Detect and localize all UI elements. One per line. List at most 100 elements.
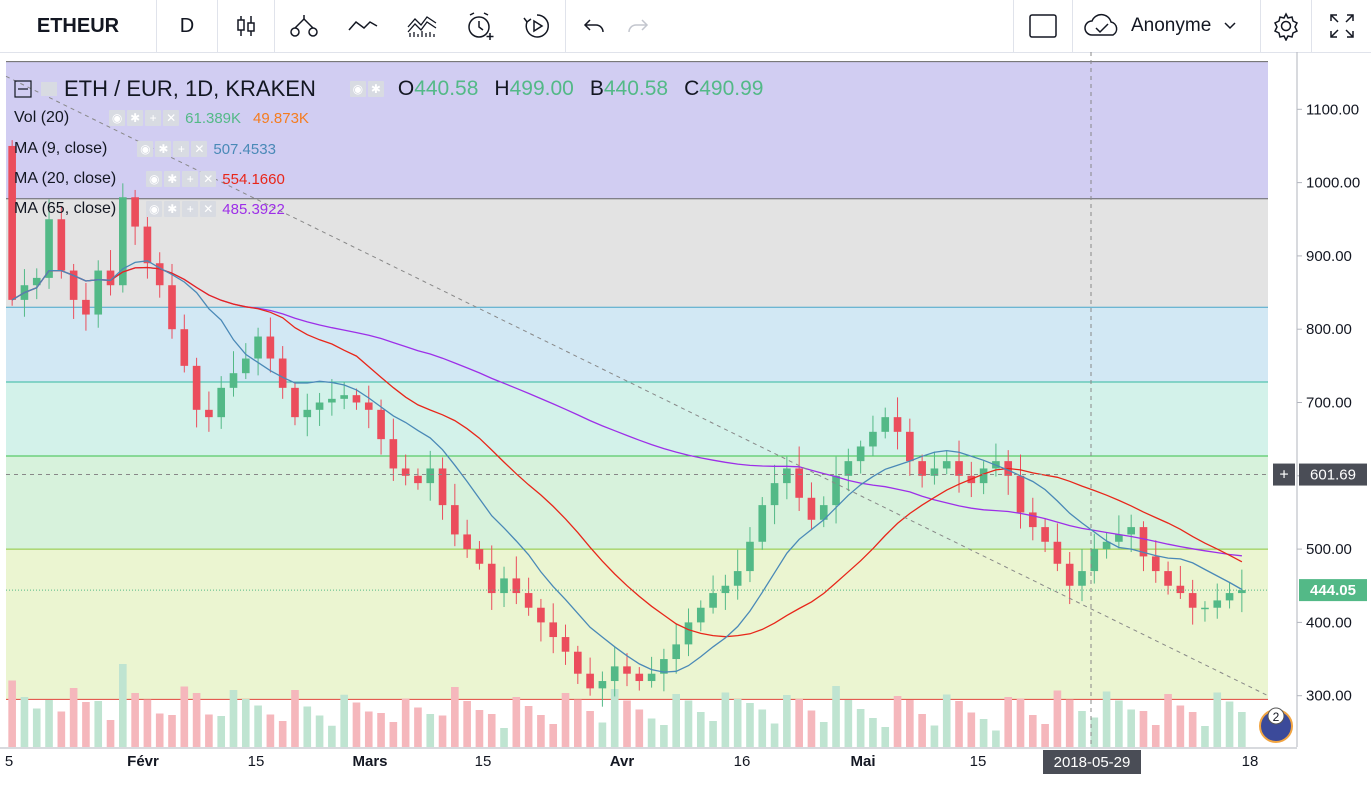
alert-button[interactable] [451, 0, 509, 52]
candle[interactable] [8, 145, 16, 300]
candle[interactable] [979, 468, 988, 484]
candle[interactable] [783, 468, 791, 484]
candle[interactable] [241, 358, 250, 374]
candle[interactable] [721, 585, 730, 594]
eye-icon[interactable]: ◉ [349, 81, 366, 97]
candle[interactable] [266, 336, 275, 359]
candle[interactable] [1164, 571, 1172, 586]
candle[interactable] [1238, 590, 1246, 594]
candle[interactable] [512, 578, 521, 594]
candle[interactable] [1078, 571, 1086, 586]
candle[interactable] [1201, 607, 1209, 610]
candle[interactable] [192, 365, 201, 410]
candle[interactable] [795, 468, 803, 498]
candle[interactable] [364, 402, 373, 410]
candle[interactable] [119, 197, 127, 286]
candle[interactable] [1127, 527, 1135, 535]
candle[interactable] [487, 563, 496, 594]
collapse-legend-icon[interactable] [14, 80, 32, 98]
plus-icon[interactable]: + [182, 201, 199, 217]
candle[interactable] [869, 431, 877, 447]
candle[interactable] [168, 285, 176, 330]
gear-icon[interactable]: ✱ [164, 201, 181, 217]
candle[interactable] [389, 439, 398, 469]
candle[interactable] [352, 395, 361, 403]
candle[interactable] [856, 446, 865, 462]
replay-button[interactable] [509, 0, 565, 52]
candle[interactable] [1225, 593, 1234, 601]
candle[interactable] [635, 673, 644, 682]
candle[interactable] [955, 461, 963, 476]
candle[interactable] [1028, 512, 1037, 528]
candle[interactable] [278, 358, 287, 388]
candle[interactable] [1139, 527, 1148, 557]
candle[interactable] [500, 578, 508, 594]
redo-button[interactable] [610, 0, 666, 52]
candle[interactable] [69, 270, 78, 300]
candle[interactable] [906, 431, 914, 462]
candle[interactable] [180, 329, 189, 366]
candle[interactable] [217, 387, 226, 418]
plus-icon[interactable]: + [173, 141, 190, 157]
candle[interactable] [1102, 541, 1111, 550]
candle[interactable] [82, 299, 90, 315]
candle[interactable] [623, 666, 631, 674]
candle[interactable] [819, 505, 828, 520]
candle[interactable] [32, 277, 41, 286]
fullscreen-checkbox-button[interactable] [1014, 0, 1072, 52]
interval-button[interactable]: D [157, 0, 217, 52]
candle[interactable] [893, 417, 902, 432]
close-icon[interactable]: ✕ [163, 110, 180, 126]
plus-icon[interactable]: + [182, 171, 199, 187]
candle[interactable] [143, 226, 152, 264]
settings-button[interactable] [1261, 0, 1311, 52]
candle[interactable] [1065, 563, 1074, 586]
candle[interactable] [1188, 593, 1197, 608]
close-icon[interactable]: ✕ [200, 171, 217, 187]
candle[interactable] [942, 461, 951, 469]
candle[interactable] [610, 666, 619, 682]
candle[interactable] [475, 549, 484, 564]
candle[interactable] [463, 534, 471, 550]
trend-line[interactable] [5, 75, 1269, 697]
candle[interactable] [401, 468, 410, 476]
compare-button[interactable] [275, 0, 333, 52]
gear-icon[interactable]: ✱ [155, 141, 172, 157]
candle[interactable] [205, 409, 213, 418]
candle[interactable] [733, 571, 742, 586]
plus-icon[interactable]: + [145, 110, 162, 126]
candle[interactable] [807, 497, 816, 520]
candle[interactable] [537, 607, 545, 623]
candle[interactable] [414, 475, 422, 484]
candle[interactable] [426, 468, 435, 484]
gear-icon[interactable]: ✱ [164, 171, 181, 187]
candle[interactable] [696, 607, 705, 623]
candle[interactable] [1176, 585, 1185, 594]
user-menu-button[interactable]: Anonyme [1073, 0, 1260, 52]
candle[interactable] [1041, 527, 1049, 542]
candle[interactable] [377, 409, 385, 440]
candle[interactable] [1213, 600, 1222, 608]
templates-button[interactable] [393, 0, 451, 52]
indicators-button[interactable] [333, 0, 393, 52]
candle[interactable] [660, 659, 668, 674]
undo-button[interactable] [566, 0, 622, 52]
candle[interactable] [524, 593, 533, 608]
candle[interactable] [647, 673, 656, 682]
expand-button[interactable] [1312, 0, 1371, 52]
chart-area[interactable]: 1100.001000.00900.00800.00700.00600.0050… [0, 52, 1371, 787]
candle[interactable] [438, 468, 447, 506]
close-icon[interactable]: ✕ [200, 201, 217, 217]
candle[interactable] [57, 219, 66, 271]
eye-icon[interactable]: ◉ [137, 141, 154, 157]
price-chart[interactable]: 1100.001000.00900.00800.00700.00600.0050… [0, 52, 1371, 787]
candle[interactable] [561, 637, 570, 652]
candle[interactable] [451, 505, 459, 535]
candle[interactable] [94, 270, 103, 315]
candle[interactable] [918, 461, 926, 476]
gear-icon[interactable]: ✱ [127, 110, 144, 126]
candle[interactable] [106, 270, 115, 286]
candle[interactable] [881, 417, 890, 432]
candle[interactable] [1016, 475, 1025, 513]
candle[interactable] [315, 402, 324, 410]
